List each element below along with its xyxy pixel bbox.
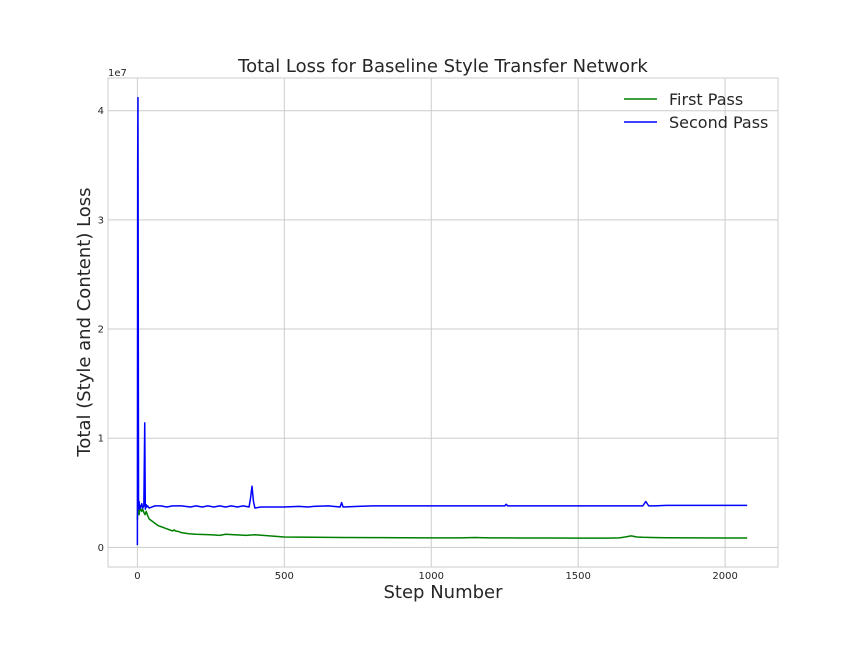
y-tick-labels: 0 1 2 3 4	[98, 106, 104, 554]
series-line-second-pass	[136, 96, 748, 546]
y-tick-label: 3	[98, 215, 104, 226]
series-line-first-pass	[136, 500, 748, 539]
y-axis-label: Total (Style and Content) Loss	[74, 187, 95, 457]
x-axis-label: Step Number	[383, 582, 503, 603]
y-tick-label: 0	[98, 543, 104, 554]
y-tick-label: 4	[98, 106, 104, 117]
x-tick-labels: 0 500 1000 1500 2000	[134, 571, 738, 582]
x-tick-label: 500	[275, 571, 294, 582]
x-tick-label: 1500	[565, 571, 590, 582]
legend-label: Second Pass	[669, 113, 768, 132]
y-offset-label: 1e7	[108, 68, 127, 79]
y-gridlines	[108, 110, 778, 548]
chart-title: Total Loss for Baseline Style Transfer N…	[237, 56, 648, 77]
x-tick-label: 0	[134, 571, 140, 582]
y-tick-label: 2	[98, 325, 104, 336]
y-tick-label: 1	[98, 434, 104, 445]
x-tick-label: 1000	[419, 571, 444, 582]
x-tick-label: 2000	[712, 571, 737, 582]
series-layer	[136, 96, 748, 546]
plot-frame	[107, 77, 779, 568]
legend: First Pass Second Pass	[624, 90, 768, 132]
legend-label: First Pass	[669, 90, 743, 109]
